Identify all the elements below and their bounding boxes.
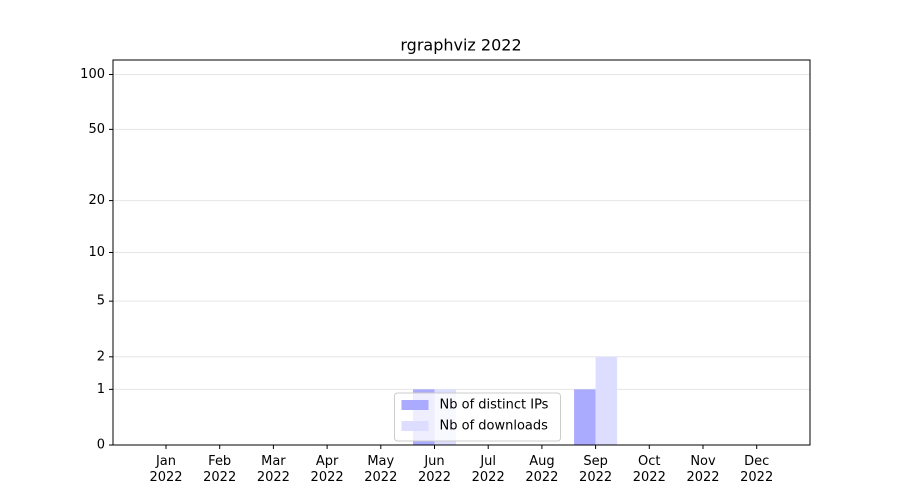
- x-tick-label: Apr 2022: [311, 454, 344, 485]
- y-tick-label: 2: [97, 349, 105, 364]
- legend-box: [394, 392, 561, 442]
- bar: [595, 356, 618, 445]
- x-tick-label: Jul 2022: [472, 454, 505, 485]
- x-tick-label: Feb 2022: [203, 454, 236, 485]
- x-tick-label: Sep 2022: [579, 454, 612, 485]
- x-tick-label: Oct 2022: [633, 454, 666, 485]
- legend-swatch: [401, 421, 429, 431]
- bar: [574, 389, 596, 445]
- x-tick-label: Mar 2022: [257, 454, 290, 485]
- y-tick-label: 0: [97, 438, 105, 453]
- x-tick-label: Nov 2022: [686, 454, 719, 485]
- x-tick-label: May 2022: [364, 454, 397, 485]
- legend-label: Nb of distinct IPs: [440, 398, 549, 413]
- x-tick-label: Jan 2022: [149, 454, 182, 485]
- y-tick-label: 5: [97, 294, 105, 309]
- chart-title: rgraphviz 2022: [400, 36, 521, 55]
- legend-label: Nb of downloads: [440, 419, 549, 434]
- y-tick-label: 10: [88, 245, 105, 260]
- x-tick-label: Dec 2022: [740, 454, 773, 485]
- x-tick-label: Aug 2022: [525, 454, 558, 485]
- y-tick-label: 100: [80, 67, 105, 82]
- y-tick-label: 50: [88, 122, 105, 137]
- y-tick-label: 1: [97, 382, 105, 397]
- legend-swatch: [401, 400, 429, 410]
- plot-frame: [112, 59, 811, 446]
- y-tick-label: 20: [88, 193, 105, 208]
- x-tick-label: Jun 2022: [418, 454, 451, 485]
